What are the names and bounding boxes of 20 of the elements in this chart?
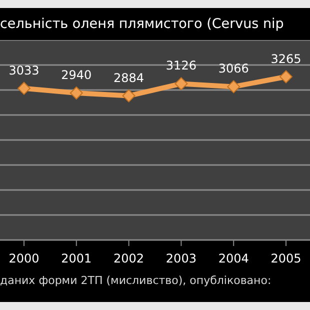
- data-label: 2884: [114, 70, 144, 85]
- x-tick-label: 2005: [270, 252, 302, 266]
- x-tick-label: 2003: [166, 252, 196, 266]
- point: [122, 89, 136, 102]
- point: [174, 77, 188, 90]
- data-label: 2940: [61, 68, 92, 82]
- point: [280, 70, 292, 84]
- data-label: 3033: [8, 63, 40, 78]
- point: [18, 82, 30, 95]
- point: [70, 86, 83, 100]
- data-label: 3066: [218, 62, 249, 76]
- x-tick-label: 2000: [8, 252, 40, 266]
- data-label: 3265: [270, 52, 302, 66]
- x-tick-label: 2001: [61, 252, 92, 266]
- point: [227, 80, 240, 94]
- x-tick-label: 2004: [218, 252, 249, 266]
- x-tick-label: 2002: [114, 252, 144, 266]
- chart-title: сельність оленя плямистого (Cervus nip: [0, 15, 285, 34]
- text: даних форми 2ТП (мисливство), опубліковано:: [0, 274, 272, 287]
- data-label: 3126: [166, 58, 196, 73]
